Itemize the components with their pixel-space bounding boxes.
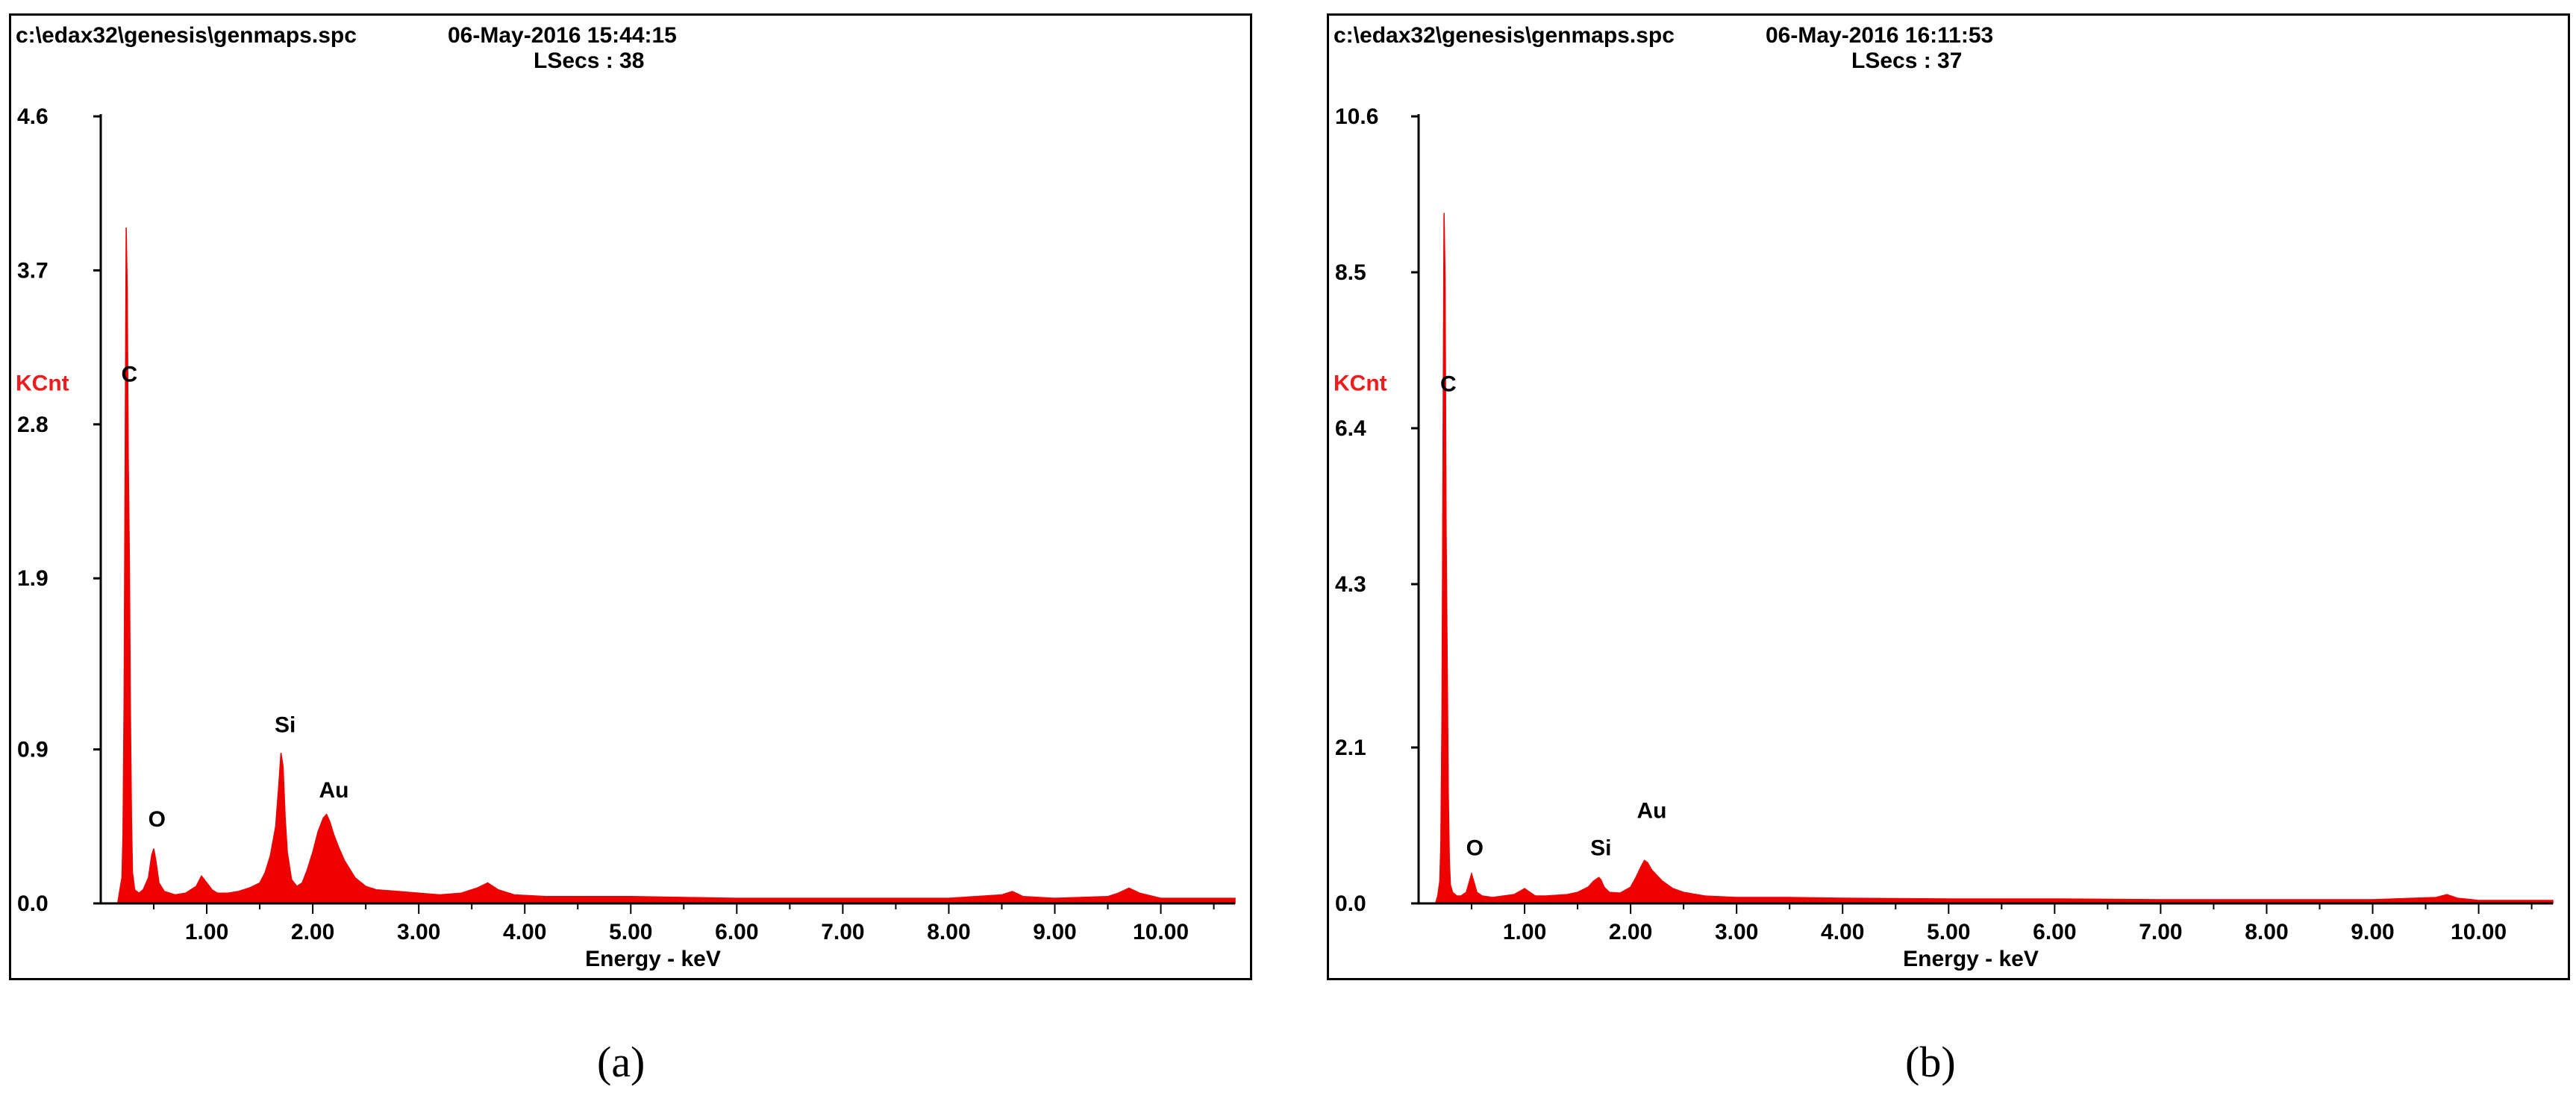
x-tick-label: 2.00: [1609, 920, 1652, 944]
panel-label-b: (b): [1905, 1038, 1956, 1086]
x-tick-label: 6.00: [715, 920, 758, 944]
x-axis-label: Energy - keV: [1903, 947, 2039, 971]
x-tick-label: 8.00: [927, 920, 970, 944]
header-lsecs: LSecs : 37: [1851, 48, 1962, 73]
y-tick-label: 3.7: [17, 258, 49, 283]
x-tick-label: 6.00: [2033, 920, 2076, 944]
x-tick-label: 3.00: [397, 920, 440, 944]
spectrum-area: [111, 228, 1236, 904]
y-tick-label: 6.4: [1335, 416, 1366, 441]
x-tick-label: 2.00: [291, 920, 334, 944]
spectrum-panel-a: c:\edax32\genesis\genmaps.spc 06-May-2016…: [9, 13, 1252, 980]
x-tick-label: 7.00: [2139, 920, 2182, 944]
panel-label-a: (a): [597, 1038, 645, 1086]
y-axis-label: KCnt: [16, 372, 69, 396]
y-tick-label: 0.9: [17, 738, 49, 762]
header-path: c:\edax32\genesis\genmaps.spc: [16, 23, 357, 48]
x-tick-label: 10.00: [2451, 920, 2507, 944]
peak-label: Si: [1590, 836, 1611, 860]
x-axis-label: Energy - keV: [585, 947, 721, 971]
x-tick-label: 9.00: [2351, 920, 2394, 944]
x-tick-label: 8.00: [2245, 920, 2288, 944]
y-tick-label: 10.6: [1335, 104, 1378, 129]
spectrum-area: [1429, 213, 2554, 904]
spectrum-chart-b: c:\edax32\genesis\genmaps.spc 06-May-2016…: [1334, 23, 2554, 971]
peak-label: C: [1440, 372, 1457, 396]
peak-label: C: [122, 362, 138, 386]
x-tick-label: 1.00: [1503, 920, 1546, 944]
y-tick-label: 4.3: [1335, 572, 1366, 597]
x-tick-label: 4.00: [503, 920, 546, 944]
y-axis-label: KCnt: [1334, 372, 1387, 396]
y-tick-label: 2.8: [17, 413, 49, 437]
x-tick-label: 7.00: [821, 920, 864, 944]
x-tick-label: 9.00: [1033, 920, 1076, 944]
spectrum-panel-b: c:\edax32\genesis\genmaps.spc 06-May-2016…: [1327, 13, 2570, 980]
header-path: c:\edax32\genesis\genmaps.spc: [1334, 23, 1675, 48]
y-tick-label: 1.9: [17, 566, 49, 591]
x-tick-label: 5.00: [1927, 920, 1970, 944]
x-tick-label: 3.00: [1715, 920, 1758, 944]
header-lsecs: LSecs : 38: [534, 48, 644, 73]
peak-label: O: [1466, 836, 1484, 860]
peak-label: Au: [1637, 799, 1667, 824]
y-tick-label: 0.0: [1335, 891, 1366, 916]
y-tick-label: 0.0: [17, 891, 49, 916]
header-datetime: 06-May-2016 15:44:15: [448, 23, 677, 48]
peak-label: O: [149, 807, 166, 832]
peak-label: Au: [319, 778, 349, 803]
x-tick-label: 4.00: [1821, 920, 1864, 944]
spectrum-chart-a: c:\edax32\genesis\genmaps.spc 06-May-2016…: [16, 23, 1236, 971]
peak-label: Si: [275, 713, 296, 738]
y-tick-label: 2.1: [1335, 736, 1366, 760]
x-tick-label: 10.00: [1133, 920, 1189, 944]
header-datetime: 06-May-2016 16:11:53: [1766, 23, 1993, 48]
y-tick-label: 4.6: [17, 104, 49, 129]
y-tick-label: 8.5: [1335, 260, 1366, 285]
x-tick-label: 5.00: [609, 920, 652, 944]
x-tick-label: 1.00: [185, 920, 228, 944]
